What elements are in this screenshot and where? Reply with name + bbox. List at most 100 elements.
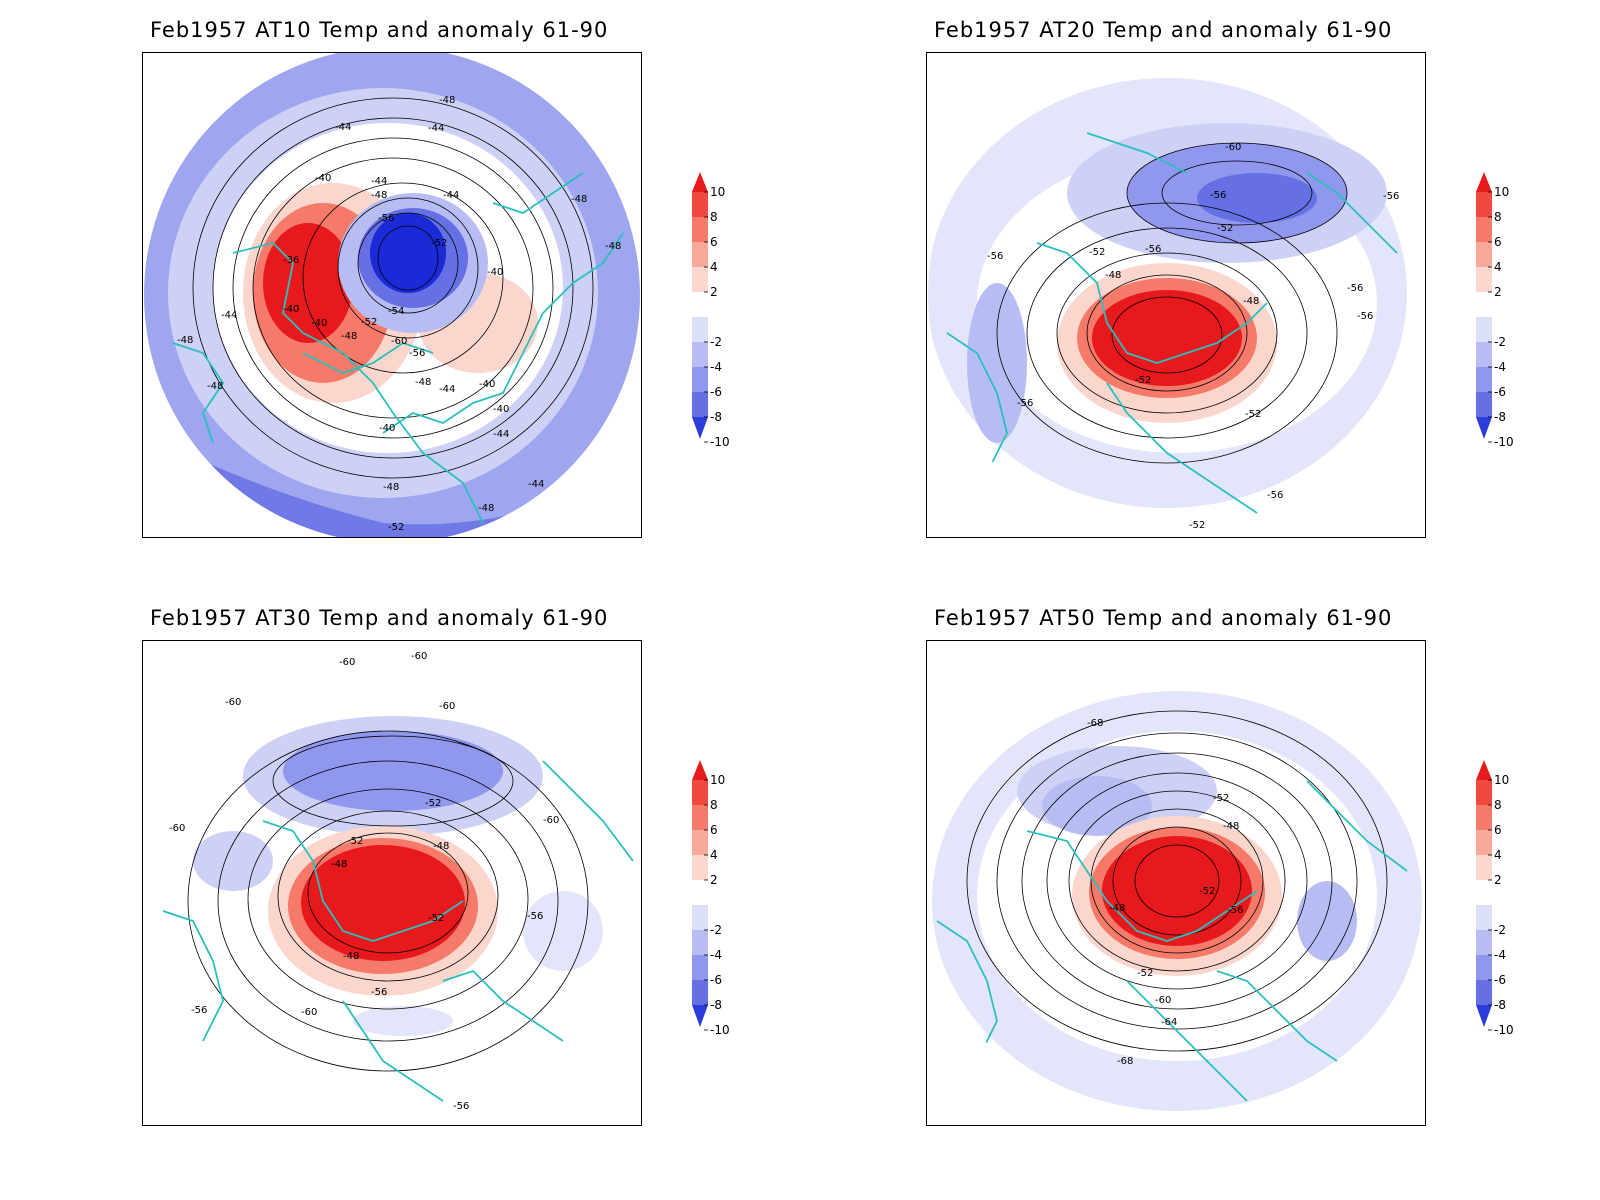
contour-label: -60	[391, 336, 407, 347]
contour-label: -60	[1155, 995, 1171, 1006]
contour-label: -60	[543, 815, 559, 826]
colorbar-label: -8	[710, 998, 722, 1012]
colorbar-label: 10	[710, 185, 725, 199]
colorbar-label: 8	[710, 798, 718, 812]
colorbar-segment	[1476, 805, 1492, 830]
contour-label: -48	[331, 859, 347, 870]
colorbar-label: -6	[710, 973, 722, 987]
colorbar-segment	[692, 805, 708, 830]
contour-label: -48	[433, 841, 449, 852]
colorbar-segment	[692, 955, 708, 980]
colorbar-label: 4	[710, 260, 718, 274]
contour-label: -44	[439, 384, 455, 395]
colorbar-segment	[692, 417, 708, 439]
contour-label: -52	[1189, 520, 1205, 531]
colorbar-segment	[1476, 292, 1492, 317]
colorbar-segment	[1476, 342, 1492, 367]
colorbar-label: 2	[1494, 873, 1502, 887]
colorbar-segment	[692, 292, 708, 317]
contour-label: -48	[605, 241, 621, 252]
contour-label: -52	[425, 798, 441, 809]
contour-label: -52	[1245, 409, 1261, 420]
colorbar-label: -10	[1494, 435, 1514, 449]
colorbar-label: 6	[1494, 823, 1502, 837]
contour-label: -56	[1210, 190, 1226, 201]
contour-label: -40	[487, 267, 503, 278]
contour-label: -40	[479, 379, 495, 390]
contour-label: -40	[379, 423, 395, 434]
colorbar-segment	[1476, 1005, 1492, 1027]
contour-label: -44	[335, 122, 351, 133]
colorbar-3: 10 8 6 4 2 -2 -4 -6 -8 -10	[692, 760, 730, 1037]
contour-label: -52	[361, 317, 377, 328]
colorbar-segment	[692, 930, 708, 955]
contour-label: -48	[415, 377, 431, 388]
contour-label: -60	[339, 657, 355, 668]
colorbar-segment	[692, 267, 708, 292]
colorbar-label: -2	[710, 335, 722, 349]
contour-label: -44	[528, 479, 544, 490]
colorbar-label: -8	[1494, 410, 1506, 424]
colorbar-segment	[1476, 392, 1492, 417]
contour-label: -52	[347, 836, 363, 847]
colorbar-segment	[692, 980, 708, 1005]
contour-label: -48	[1105, 270, 1121, 281]
colorbar-label: 10	[1494, 185, 1509, 199]
contour-label: -48	[383, 482, 399, 493]
colorbar-label: -4	[1494, 360, 1506, 374]
colorbar-label: -10	[710, 435, 730, 449]
contour-label: -60	[225, 697, 241, 708]
contour-label: -60	[301, 1007, 317, 1018]
contour-label: -56	[527, 911, 543, 922]
contour-label: -52	[1213, 793, 1229, 804]
colorbar-label: 4	[1494, 260, 1502, 274]
colorbar-label: -2	[710, 923, 722, 937]
contour-label: -56	[987, 251, 1003, 262]
colorbar-label: -6	[710, 385, 722, 399]
contour-label: -44	[493, 429, 509, 440]
contour-label: -48	[1243, 296, 1259, 307]
colorbar-segment	[692, 367, 708, 392]
colorbar-segment	[1476, 192, 1492, 217]
colorbar-label: -10	[710, 1023, 730, 1037]
colorbar-segment	[692, 880, 708, 905]
colorbar-segment	[692, 317, 708, 342]
colorbar-1: 10 8 6 4 2 -2 -4 -6 -8 -10	[692, 172, 730, 449]
contour-label: -44	[428, 123, 444, 134]
contour-label: -56	[409, 348, 425, 359]
contour-label: -52	[388, 522, 404, 533]
panel-2-contour-labels: -60 -56 -52 -52 -56 -56 -48 -48 -52 -56 …	[987, 142, 1399, 531]
colorbar-segment	[692, 172, 708, 192]
colorbar-segment	[1476, 317, 1492, 342]
colorbar-segment	[1476, 930, 1492, 955]
colorbar-label: -8	[1494, 998, 1506, 1012]
colorbar-label: 10	[1494, 773, 1509, 787]
contour-label: -40	[493, 404, 509, 415]
colorbar-segment	[692, 905, 708, 930]
contour-label: -56	[1383, 191, 1399, 202]
contour-label: -60	[411, 651, 427, 662]
colorbar-segment	[1476, 367, 1492, 392]
colorbar-segment	[1476, 780, 1492, 805]
contour-label: -64	[1161, 1017, 1177, 1028]
colorbar-label: 4	[710, 848, 718, 862]
contour-label: -68	[1117, 1056, 1133, 1067]
contour-label: -44	[443, 190, 459, 201]
contour-label: -40	[283, 304, 299, 315]
colorbar-segment	[692, 830, 708, 855]
colorbar-segment	[692, 192, 708, 217]
colorbar-segment	[1476, 955, 1492, 980]
contour-label: -56	[1017, 398, 1033, 409]
panel-3-map: -60 -60 -60 -60 -60 -52 -52 -48 -48 -52 …	[142, 640, 642, 1126]
colorbar-label: 8	[710, 210, 718, 224]
colorbar-segment	[1476, 855, 1492, 880]
contour-label: -44	[371, 176, 387, 187]
colorbar-segment	[692, 760, 708, 780]
colorbar-segment	[692, 1005, 708, 1027]
contour-label: -48	[1109, 903, 1125, 914]
contour-label: -60	[1225, 142, 1241, 153]
contour-label: -40	[311, 318, 327, 329]
contour-label: -48	[343, 951, 359, 962]
contour-label: -56	[1347, 283, 1363, 294]
colorbar-label: -4	[710, 360, 722, 374]
